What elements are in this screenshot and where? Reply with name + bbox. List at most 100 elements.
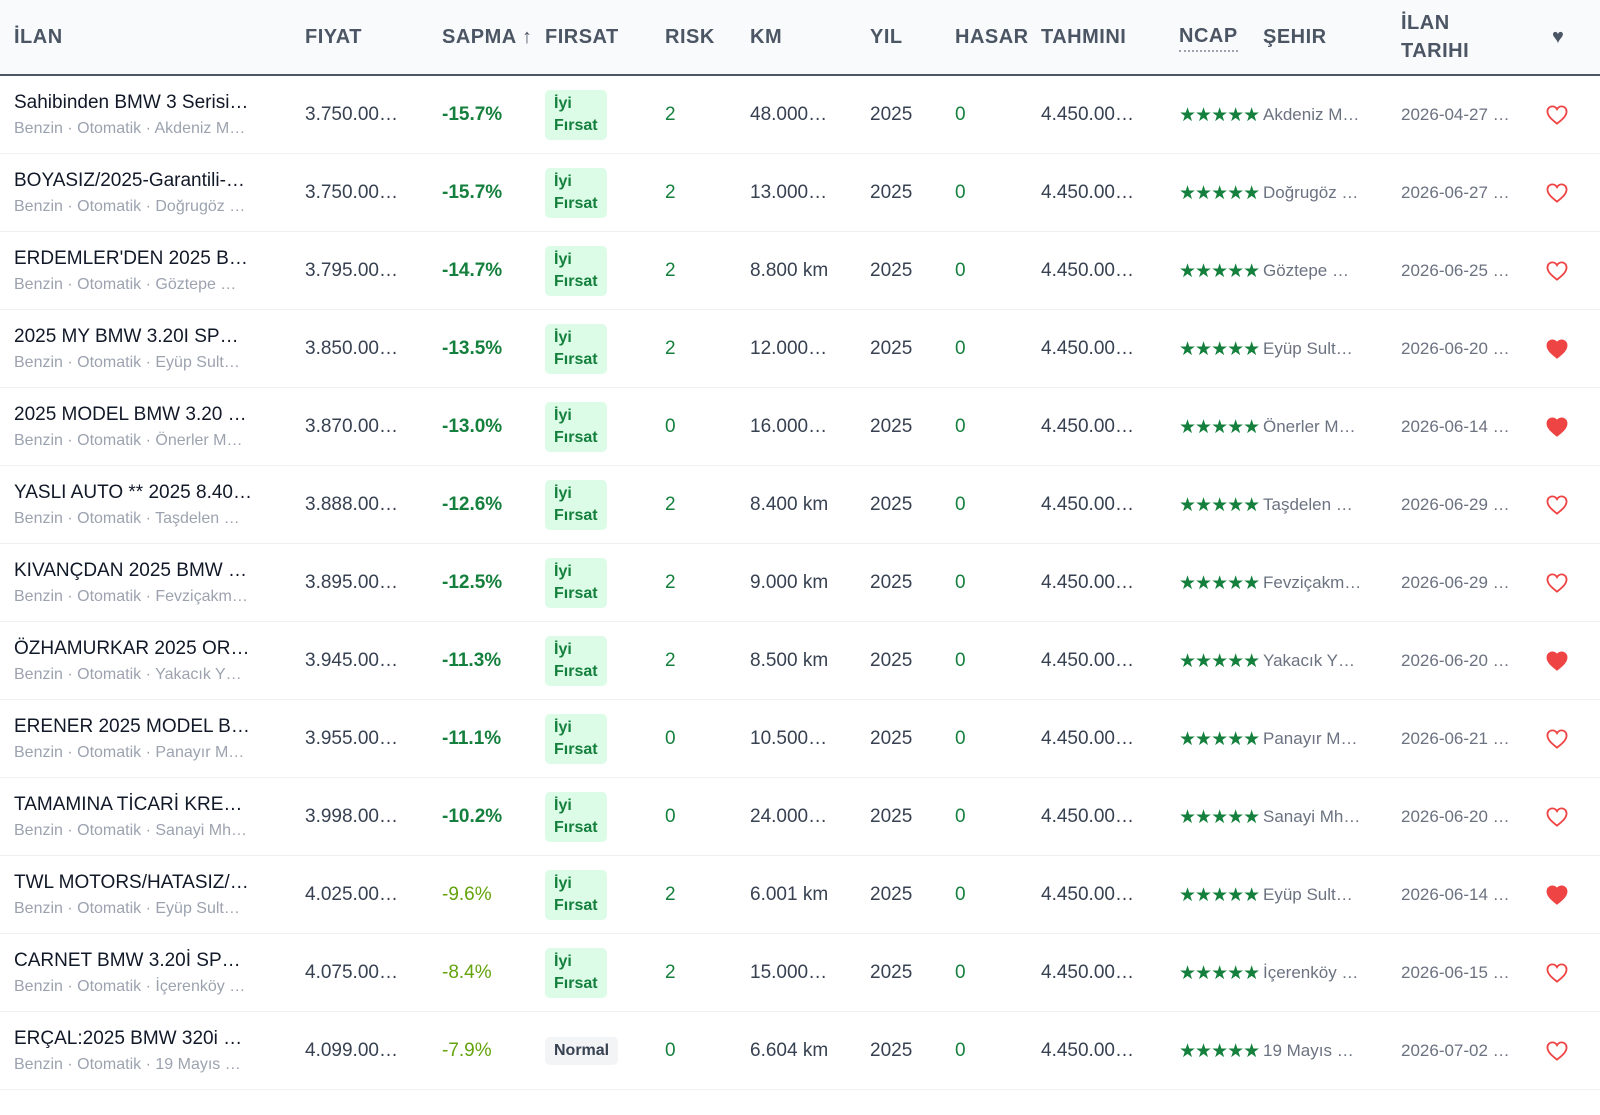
- city: Panayır M…: [1263, 729, 1358, 748]
- favorite-heart[interactable]: [1546, 417, 1568, 437]
- col-km[interactable]: KM: [750, 0, 782, 74]
- damage: 0: [955, 104, 966, 125]
- listing-subtitle: Benzin · Otomatik · Fevziçakm…: [14, 588, 248, 605]
- favorite-heart[interactable]: [1546, 495, 1568, 515]
- price: 4.099.00…: [305, 1040, 398, 1061]
- deal-cell: İyi Fırsat: [545, 700, 607, 778]
- col-risk[interactable]: RISK: [665, 0, 715, 74]
- risk: 0: [665, 416, 676, 437]
- listing-title: ERÇAL:2025 BMW 320i …: [14, 1028, 243, 1049]
- listing-row[interactable]: ÖZHAMURKAR 2025 OR… Benzin · Otomatik · Y…: [0, 622, 1600, 700]
- col-sapma[interactable]: SAPMA ↑: [442, 0, 533, 74]
- favorite-cell: [1546, 154, 1568, 232]
- favorite-cell: [1546, 388, 1568, 466]
- col-firsat[interactable]: FIRSAT: [545, 0, 619, 74]
- listing-row[interactable]: 2025 MY BMW 3.20I SP… Benzin · Otomatik ·…: [0, 310, 1600, 388]
- listing-row[interactable]: KIVANÇDAN 2025 BMW … Benzin · Otomatik · …: [0, 544, 1600, 622]
- ncap-stars: ★★★★★: [1179, 416, 1260, 438]
- deviation: -8.4%: [442, 962, 492, 983]
- listing-row[interactable]: Sahibinden BMW 3 Serisi… Benzin · Otomati…: [0, 76, 1600, 154]
- favorite-heart[interactable]: [1546, 963, 1568, 983]
- listing-row[interactable]: ERDEMLER'DEN 2025 B… Benzin · Otomatik · …: [0, 232, 1600, 310]
- city: Fevziçakm…: [1263, 573, 1362, 592]
- damage: 0: [955, 650, 966, 671]
- listing-row[interactable]: ERÇAL:2025 BMW 320i … Benzin · Otomatik ·…: [0, 1012, 1600, 1090]
- listing-row[interactable]: ERENER 2025 MODEL B… Benzin · Otomatik · …: [0, 700, 1600, 778]
- deal-cell: İyi Fırsat: [545, 934, 607, 1012]
- listing-subtitle: Benzin · Otomatik · Sanayi Mh…: [14, 822, 247, 839]
- estimate: 4.450.00…: [1041, 962, 1134, 983]
- favorite-heart[interactable]: [1546, 807, 1568, 827]
- col-ilan-tarihi[interactable]: İLAN TARIHI: [1401, 0, 1521, 74]
- ncap-stars: ★★★★★: [1179, 650, 1260, 672]
- damage: 0: [955, 572, 966, 593]
- risk: 2: [665, 338, 676, 359]
- listing-subtitle: Benzin · Otomatik · İçerenköy …: [14, 978, 246, 995]
- col-yil[interactable]: YIL: [870, 0, 903, 74]
- year: 2025: [870, 962, 913, 983]
- deal-cell: İyi Fırsat: [545, 232, 607, 310]
- favorite-heart[interactable]: [1546, 183, 1568, 203]
- ncap-stars: ★★★★★: [1179, 260, 1260, 282]
- heart-shape: [1546, 807, 1568, 827]
- deal-cell: Normal: [545, 1012, 619, 1090]
- mileage: 24.000…: [750, 806, 828, 827]
- city: Doğrugöz …: [1263, 183, 1359, 202]
- favorite-heart[interactable]: [1546, 261, 1568, 281]
- estimate: 4.450.00…: [1041, 416, 1134, 437]
- year: 2025: [870, 338, 913, 359]
- col-fiyat[interactable]: FIYAT: [305, 0, 362, 74]
- damage: 0: [955, 962, 966, 983]
- risk: 2: [665, 104, 676, 125]
- listing-row[interactable]: TWL MOTORS/HATASIZ/… Benzin · Otomatik · …: [0, 856, 1600, 934]
- col-ilan[interactable]: İLAN: [14, 0, 63, 74]
- favorite-heart[interactable]: [1546, 105, 1568, 125]
- favorite-heart[interactable]: [1546, 729, 1568, 749]
- listing-row[interactable]: YASLI AUTO ** 2025 8.40… Benzin · Otomati…: [0, 466, 1600, 544]
- risk: 2: [665, 260, 676, 281]
- estimate: 4.450.00…: [1041, 1040, 1134, 1061]
- year: 2025: [870, 728, 913, 749]
- price: 4.025.00…: [305, 884, 398, 905]
- listing-subtitle: Benzin · Otomatik · Eyüp Sult…: [14, 900, 240, 917]
- deal-cell: İyi Fırsat: [545, 778, 607, 856]
- listing-row[interactable]: BOYASIZ/2025-Garantili-… Benzin · Otomati…: [0, 154, 1600, 232]
- favorite-heart[interactable]: [1546, 1041, 1568, 1061]
- listing-row[interactable]: CARNET BMW 3.20İ SP… Benzin · Otomatik · …: [0, 934, 1600, 1012]
- favorite-heart[interactable]: [1546, 573, 1568, 593]
- mileage: 8.400 km: [750, 494, 829, 515]
- deviation: -9.6%: [442, 884, 492, 905]
- col-ncap[interactable]: NCAP: [1179, 0, 1238, 74]
- listing-date: 2026-06-14 …: [1401, 417, 1510, 436]
- deal-badge: İyi Fırsat: [545, 402, 607, 452]
- risk: 0: [665, 728, 676, 749]
- listing-date: 2026-06-20 …: [1401, 807, 1510, 826]
- mileage: 10.500…: [750, 728, 828, 749]
- header-label: FIYAT: [305, 26, 362, 48]
- heart-shape: [1546, 1041, 1568, 1061]
- deviation: -13.0%: [442, 416, 503, 437]
- deviation: -11.1%: [442, 728, 502, 749]
- ncap-stars: ★★★★★: [1179, 728, 1260, 750]
- listing-date: 2026-06-29 …: [1401, 573, 1510, 592]
- col-favorite[interactable]: ♥: [1552, 0, 1564, 74]
- listing-row[interactable]: 2025 MODEL BMW 3.20 … Benzin · Otomatik ·…: [0, 388, 1600, 466]
- deal-badge: İyi Fırsat: [545, 948, 607, 998]
- risk: 2: [665, 572, 676, 593]
- col-hasar[interactable]: HASAR: [955, 0, 1029, 74]
- favorite-heart[interactable]: [1546, 339, 1568, 359]
- favorite-heart[interactable]: [1546, 651, 1568, 671]
- favorite-cell: [1546, 232, 1568, 310]
- deal-cell: İyi Fırsat: [545, 622, 607, 700]
- risk: 0: [665, 806, 676, 827]
- estimate: 4.450.00…: [1041, 338, 1134, 359]
- favorite-heart[interactable]: [1546, 885, 1568, 905]
- ncap-stars: ★★★★★: [1179, 1040, 1260, 1062]
- col-tahmini[interactable]: TAHMINI: [1041, 0, 1126, 74]
- estimate: 4.450.00…: [1041, 728, 1134, 749]
- listing-row[interactable]: TAMAMINA TİCARİ KRE… Benzin · Otomatik · …: [0, 778, 1600, 856]
- col-sehir[interactable]: ŞEHIR: [1263, 0, 1327, 74]
- price: 4.075.00…: [305, 962, 398, 983]
- price: 3.750.00…: [305, 104, 398, 125]
